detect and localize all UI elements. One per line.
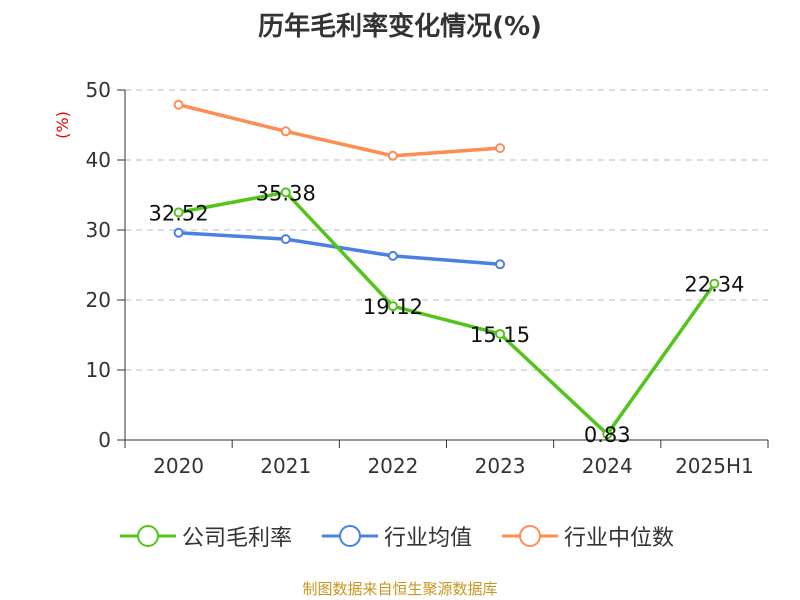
data-point — [387, 301, 398, 312]
x-tick-label: 2025H1 — [675, 454, 754, 478]
legend-marker-icon — [322, 525, 378, 547]
y-tick-label: 40 — [86, 148, 111, 172]
data-label: 32.52 — [149, 201, 209, 225]
data-point — [173, 207, 184, 218]
data-label: 22.34 — [684, 273, 744, 297]
series-line — [178, 103, 501, 158]
data-point — [495, 259, 506, 270]
x-tick-label: 2022 — [367, 454, 418, 478]
legend-marker-icon — [120, 525, 176, 547]
data-point — [280, 234, 291, 245]
legend-marker-icon — [502, 525, 558, 547]
data-point — [173, 227, 184, 238]
y-axis-label: (%) — [53, 111, 72, 139]
data-label: 15.15 — [470, 323, 530, 347]
legend-item[interactable]: 公司毛利率 — [120, 520, 292, 552]
y-tick-label: 30 — [86, 218, 111, 242]
data-point — [280, 126, 291, 137]
x-tick-label: 2024 — [582, 454, 633, 478]
source-note: 制图数据来自恒生聚源数据库 — [302, 580, 498, 598]
data-label: 0.83 — [584, 423, 631, 447]
x-tick-label: 2020 — [153, 454, 204, 478]
data-label: 35.38 — [256, 181, 316, 205]
data-point — [387, 150, 398, 161]
y-tick-label: 20 — [86, 288, 111, 312]
legend-item[interactable]: 行业均值 — [322, 520, 472, 552]
data-point — [709, 278, 720, 289]
data-point — [280, 187, 291, 198]
data-label: 19.12 — [363, 295, 423, 319]
data-point — [495, 328, 506, 339]
y-tick-label: 50 — [86, 78, 111, 102]
x-tick-label: 2021 — [260, 454, 311, 478]
data-point — [602, 429, 613, 440]
legend-label: 公司毛利率 — [182, 526, 293, 551]
x-tick-label: 2023 — [475, 454, 526, 478]
chart-title: 历年毛利率变化情况(%) — [258, 12, 542, 42]
series-line — [178, 190, 716, 437]
data-point — [173, 99, 184, 110]
data-point — [387, 250, 398, 261]
legend-label: 行业中位数 — [564, 526, 675, 551]
y-tick-label: 0 — [98, 428, 111, 452]
data-point — [495, 143, 506, 154]
y-tick-label: 10 — [86, 358, 111, 382]
legend-label: 行业均值 — [384, 526, 473, 551]
legend-item[interactable]: 行业中位数 — [502, 520, 674, 552]
